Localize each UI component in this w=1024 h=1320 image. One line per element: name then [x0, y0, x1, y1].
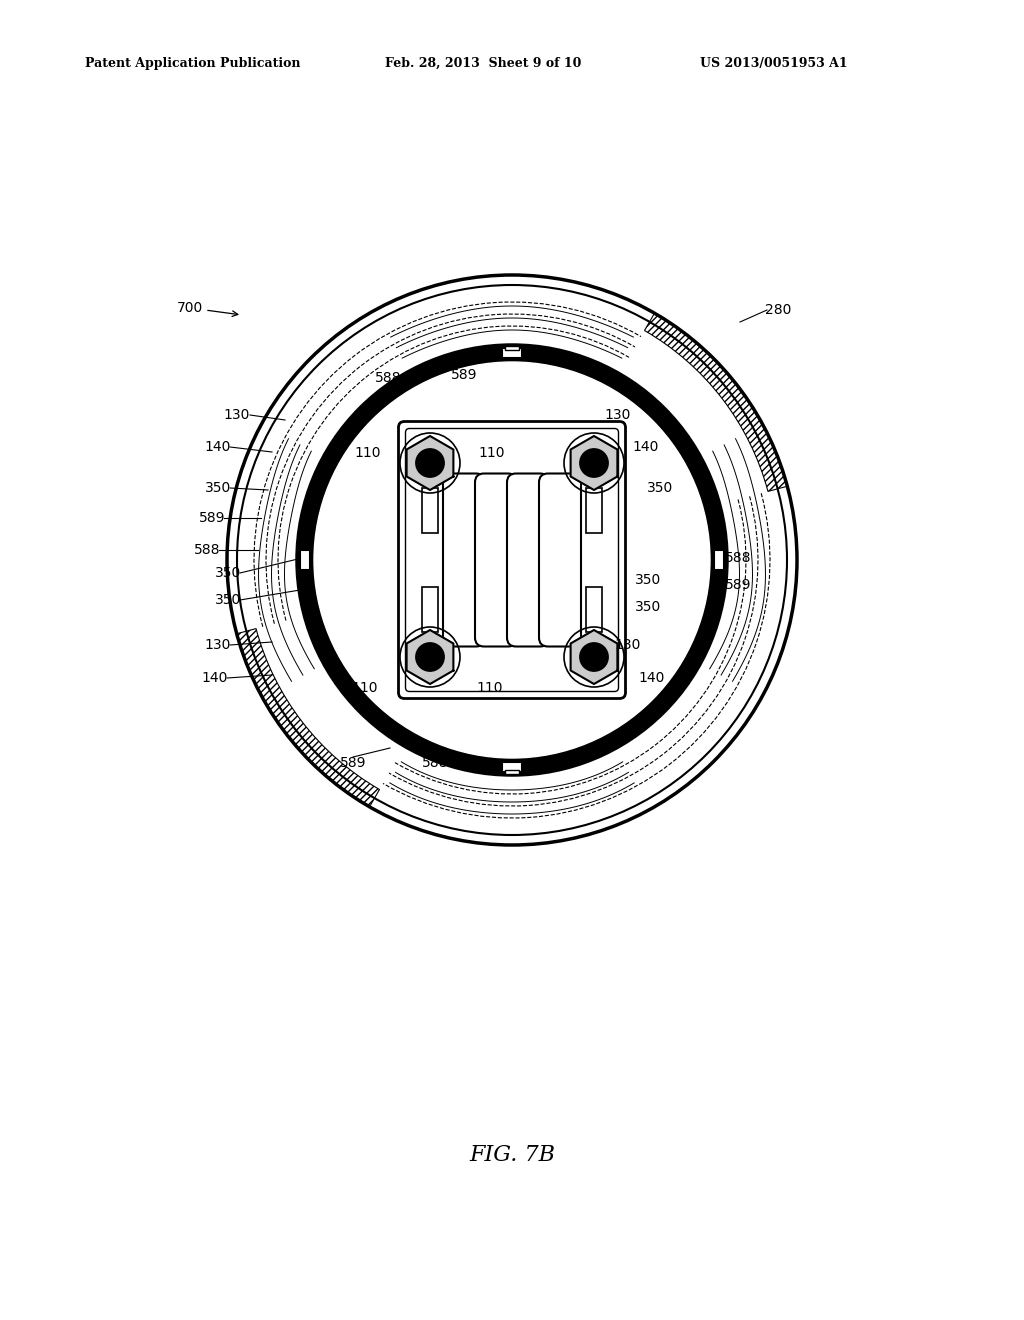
- Text: 589: 589: [451, 368, 477, 381]
- FancyBboxPatch shape: [539, 474, 581, 647]
- Text: 589: 589: [340, 756, 367, 770]
- Wedge shape: [237, 628, 380, 807]
- Bar: [502, 762, 522, 772]
- Circle shape: [580, 449, 608, 477]
- Text: 110: 110: [479, 446, 505, 459]
- Circle shape: [416, 643, 444, 671]
- Polygon shape: [570, 436, 617, 490]
- Text: 350: 350: [635, 601, 662, 614]
- Bar: [505, 346, 519, 350]
- Text: 280: 280: [765, 304, 792, 317]
- Text: FIG. 7B: FIG. 7B: [469, 1144, 555, 1166]
- Text: 110: 110: [352, 681, 378, 696]
- Text: 110: 110: [354, 446, 381, 459]
- Text: 140: 140: [205, 440, 231, 454]
- Polygon shape: [407, 630, 454, 684]
- Circle shape: [297, 345, 727, 775]
- FancyBboxPatch shape: [443, 474, 485, 647]
- Text: 130: 130: [224, 408, 250, 422]
- Bar: [505, 770, 519, 774]
- FancyBboxPatch shape: [507, 474, 549, 647]
- Wedge shape: [644, 313, 787, 491]
- Text: 350: 350: [205, 480, 231, 495]
- Text: 588: 588: [375, 371, 401, 385]
- Text: 350: 350: [647, 480, 673, 495]
- FancyBboxPatch shape: [398, 421, 626, 698]
- FancyBboxPatch shape: [475, 474, 517, 647]
- Circle shape: [416, 449, 444, 477]
- Text: 700: 700: [177, 301, 203, 315]
- Text: 588: 588: [194, 543, 220, 557]
- Bar: [714, 550, 724, 570]
- Bar: [422, 587, 438, 632]
- Text: 110: 110: [477, 681, 503, 696]
- Text: Feb. 28, 2013  Sheet 9 of 10: Feb. 28, 2013 Sheet 9 of 10: [385, 57, 582, 70]
- Text: Patent Application Publication: Patent Application Publication: [85, 57, 300, 70]
- Text: 130: 130: [605, 408, 631, 422]
- Text: US 2013/0051953 A1: US 2013/0051953 A1: [700, 57, 848, 70]
- Text: 350: 350: [635, 573, 662, 587]
- Polygon shape: [407, 436, 454, 490]
- Text: 588: 588: [725, 550, 752, 565]
- Circle shape: [580, 643, 608, 671]
- Bar: [422, 488, 438, 533]
- Text: 589: 589: [199, 511, 225, 525]
- Text: 130: 130: [614, 638, 641, 652]
- Text: 140: 140: [639, 671, 666, 685]
- Polygon shape: [570, 630, 617, 684]
- Text: 350: 350: [215, 566, 241, 579]
- Bar: [586, 488, 602, 533]
- Text: 589: 589: [725, 578, 752, 591]
- Circle shape: [314, 362, 710, 758]
- Text: 350: 350: [215, 593, 241, 607]
- FancyBboxPatch shape: [406, 429, 618, 692]
- Text: 140: 140: [633, 440, 659, 454]
- Text: 588: 588: [422, 756, 449, 770]
- Bar: [586, 587, 602, 632]
- Bar: [300, 550, 310, 570]
- Text: 130: 130: [205, 638, 231, 652]
- Text: 140: 140: [202, 671, 228, 685]
- Bar: [502, 348, 522, 358]
